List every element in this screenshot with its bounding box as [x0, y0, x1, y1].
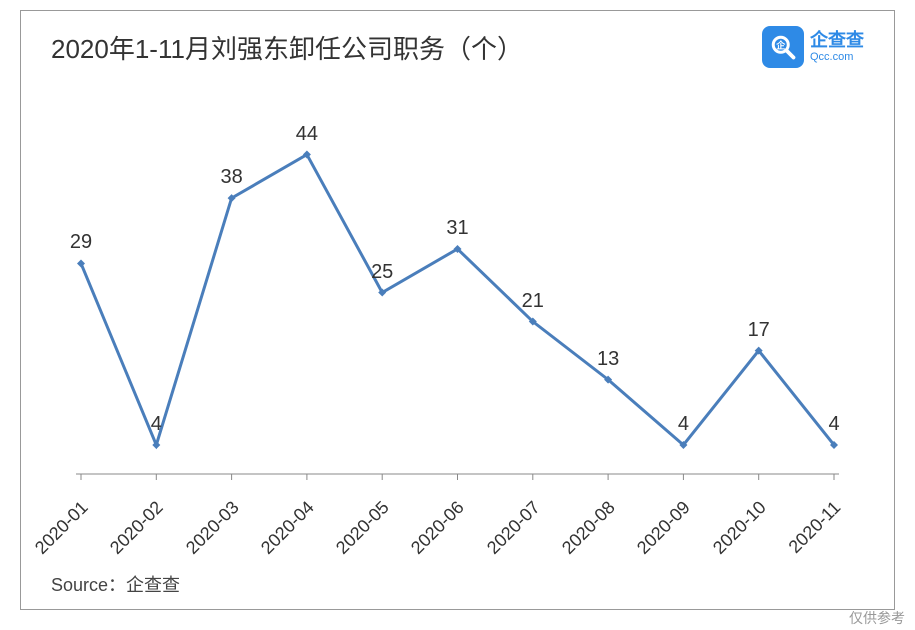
x-axis-label: 2020-05 — [332, 497, 394, 559]
x-axis-label: 2020-01 — [31, 497, 93, 559]
data-markers — [77, 151, 838, 449]
x-axis-label: 2020-07 — [483, 497, 545, 559]
magnifier-icon: 企 — [762, 26, 804, 68]
source-value: 企查查 — [126, 575, 180, 595]
x-axis-label: 2020-09 — [633, 497, 695, 559]
source-label: Source： — [51, 575, 126, 595]
logo-text-main: 企查查 — [810, 31, 864, 51]
x-axis-label: 2020-03 — [181, 497, 243, 559]
data-label: 21 — [522, 290, 544, 313]
x-axis-label: 2020-11 — [785, 497, 846, 558]
data-label: 44 — [296, 123, 318, 146]
logo-text-sub: Qcc.com — [810, 51, 864, 63]
x-axis-label: 2020-08 — [558, 497, 620, 559]
logo-text: 企查查 Qcc.com — [810, 31, 864, 63]
x-axis-label: 2020-06 — [407, 497, 469, 559]
svg-text:企: 企 — [775, 40, 786, 51]
data-label: 29 — [70, 231, 92, 254]
chart-container: 2020年1-11月刘强东卸任公司职务（个） 企 企查查 Qcc.com 202… — [20, 10, 895, 610]
footer-text: 仅供参考 — [849, 608, 905, 628]
data-line — [81, 155, 834, 445]
data-label: 38 — [220, 166, 242, 189]
plot-area: 2020-012020-022020-032020-042020-052020-… — [71, 81, 844, 479]
x-axis-label: 2020-10 — [709, 497, 771, 559]
data-label: 4 — [828, 413, 839, 436]
data-label: 4 — [151, 413, 162, 436]
data-label: 4 — [678, 413, 689, 436]
data-label: 13 — [597, 348, 619, 371]
brand-logo: 企 企查查 Qcc.com — [762, 26, 864, 68]
title-bar: 2020年1-11月刘强东卸任公司职务（个） 企 企查查 Qcc.com — [51, 26, 864, 68]
x-axis-label: 2020-02 — [106, 497, 168, 559]
chart-title: 2020年1-11月刘强东卸任公司职务（个） — [51, 29, 523, 66]
x-axis-label: 2020-04 — [257, 497, 319, 559]
data-label: 31 — [446, 217, 468, 240]
axis-ticks — [81, 474, 834, 480]
data-label: 25 — [371, 261, 393, 284]
data-label: 17 — [748, 319, 770, 342]
source-text: Source：企查查 — [51, 571, 180, 597]
